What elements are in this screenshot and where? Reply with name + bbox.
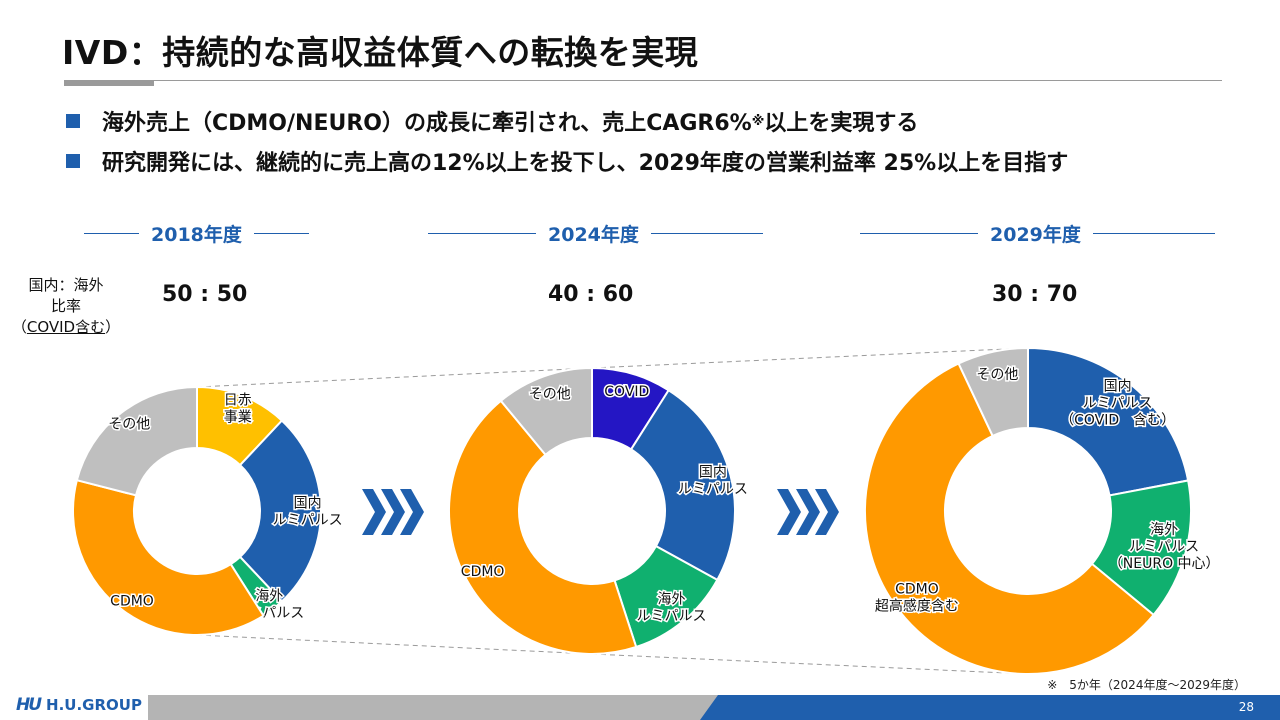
- slice-label: 海外ルミパルス（NEURO 中心）: [1109, 522, 1220, 572]
- donut-slice: [1027, 346, 1190, 497]
- year-header-2018: 2018年度: [84, 220, 309, 247]
- year-label-2029: 2029年度: [990, 224, 1081, 246]
- connector-bottom-1: [196, 634, 593, 655]
- page-title: IVD：持続的な高収益体質への転換を実現: [62, 33, 699, 72]
- donut-slice: [499, 366, 593, 457]
- bullet-1-tail: 以上を実現する: [764, 111, 919, 136]
- donut-chart-2: 国内ルミパルス（COVID 含む） 海外ルミパルス（NEURO 中心） CDMO 超高…: [864, 346, 1221, 675]
- chevron-right-icon: [381, 489, 405, 535]
- footer-band-blue: [700, 695, 1280, 720]
- chevron-right-icon: [777, 489, 801, 535]
- page-number: 28: [1238, 700, 1254, 714]
- donut-slice: [75, 385, 198, 497]
- donut-slice: [864, 362, 1155, 675]
- year-header-2024: 2024年度: [428, 220, 763, 247]
- bullet-2-text: 研究開発には、継続的に売上高の12%以上を投下し、2029年度の営業利益率 25…: [102, 151, 1069, 176]
- donut-slice: [238, 419, 322, 603]
- slice-label: CDMO 超高感度含む: [875, 582, 959, 615]
- ratio-2029: 30 : 70: [992, 282, 1078, 307]
- donut-slice: [957, 346, 1029, 438]
- square-bullet-icon: [66, 154, 80, 168]
- slice-label: 海外ルミパルス: [637, 592, 707, 625]
- slice-label: 日赤事業: [224, 393, 252, 426]
- connector-top-2: [591, 347, 1029, 369]
- footer-band-gray: [148, 695, 718, 720]
- slice-label: CDMO: [110, 593, 154, 609]
- slice-label: 国内ルミパルス: [273, 496, 343, 529]
- slice-label: CDMO: [461, 564, 505, 580]
- donut-slice: [72, 478, 265, 636]
- chevron-right-icon: [400, 489, 424, 535]
- slice-label: その他: [529, 387, 571, 403]
- bullet-1-mark: ※: [751, 113, 765, 129]
- connector-top-1: [196, 367, 593, 388]
- slice-label: COVID: [604, 384, 649, 400]
- footnote: ※ 5か年（2024年度～2029年度）: [1047, 678, 1246, 692]
- slice-label: その他: [976, 367, 1018, 383]
- bullet-2: 研究開発には、継続的に売上高の12%以上を投下し、2029年度の営業利益率 25…: [66, 145, 1068, 177]
- chevron-right-icon: [796, 489, 820, 535]
- year-label-2024: 2024年度: [548, 224, 639, 246]
- slice-label: 国内ルミパルス: [678, 464, 748, 497]
- year-label-2018: 2018年度: [151, 224, 242, 246]
- ratio-row-label: 国内：海外 比率 （COVID含む）: [11, 276, 121, 336]
- slice-label: 国内ルミパルス（COVID 含む）: [1060, 379, 1175, 429]
- square-bullet-icon: [66, 114, 80, 128]
- title-underline: [154, 80, 1222, 81]
- logo-mark-icon: HU: [16, 695, 42, 715]
- company-logo: HU H.U.GROUP: [16, 695, 142, 715]
- year-header-2029: 2029年度: [860, 220, 1215, 247]
- chevron-right-icon: [362, 489, 386, 535]
- logo-text: H.U.GROUP: [46, 696, 142, 714]
- arrow-chevrons-2: [777, 489, 839, 535]
- title-underline-accent: [64, 80, 154, 86]
- arrow-chevrons-1: [362, 489, 424, 535]
- ratio-2024: 40 : 60: [548, 282, 634, 307]
- chevron-right-icon: [815, 489, 839, 535]
- slice-label: その他: [108, 417, 150, 433]
- bullet-1: 海外売上（CDMO/NEURO）の成長に牽引され、売上CAGR6% ※ 以上を実現す…: [66, 105, 918, 137]
- ratio-2018: 50 : 50: [162, 282, 248, 307]
- donut-slice: [629, 388, 736, 582]
- donut-slice: [448, 399, 638, 655]
- connector-bottom-2: [591, 653, 1029, 675]
- bullet-1-text: 海外売上（CDMO/NEURO）の成長に牽引され、売上CAGR6%: [102, 111, 752, 136]
